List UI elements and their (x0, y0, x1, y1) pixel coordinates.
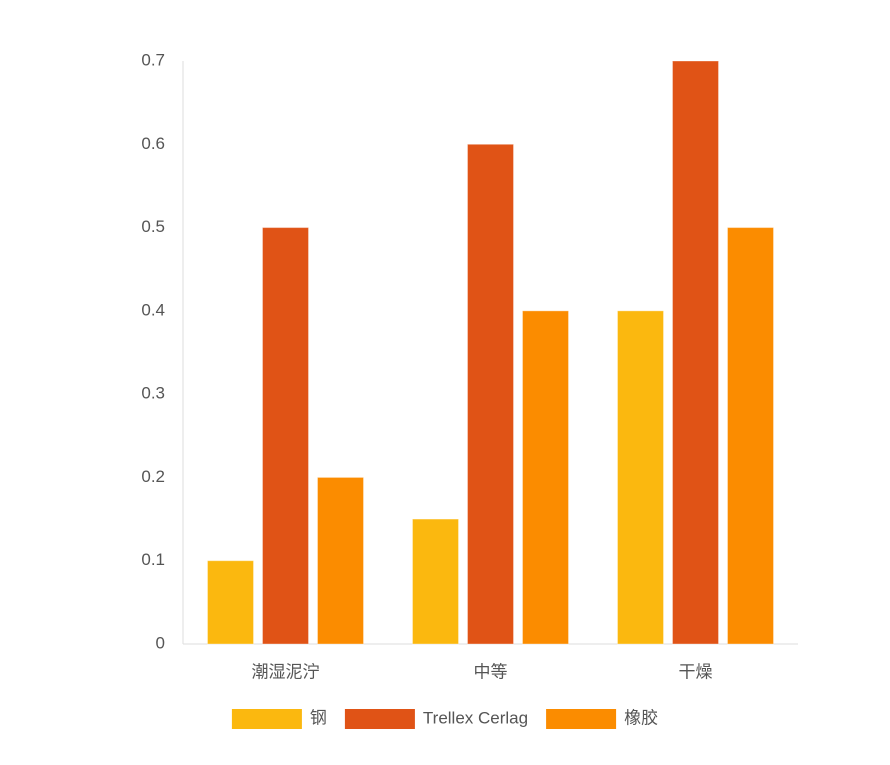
legend-label: 橡胶 (624, 708, 658, 727)
bar (467, 143, 514, 645)
bar (672, 60, 719, 645)
bar (207, 560, 254, 645)
bar (727, 227, 774, 645)
bar (317, 476, 364, 645)
legend-swatch (546, 709, 617, 729)
bar (522, 310, 569, 645)
y-tick-label: 0.6 (141, 134, 165, 153)
y-tick-label: 0.4 (141, 300, 165, 319)
y-tick-label: 0.3 (141, 384, 165, 403)
bar (617, 310, 664, 645)
x-tick-label: 干燥 (679, 662, 713, 681)
legend-swatch (231, 709, 302, 729)
y-tick-label: 0.5 (141, 217, 165, 236)
x-tick-label: 中等 (474, 662, 508, 681)
y-tick-label: 0.2 (141, 467, 165, 486)
bar (412, 518, 459, 645)
x-tick-label: 潮湿泥泞 (252, 662, 320, 681)
legend-label: Trellex Cerlag (423, 708, 528, 727)
y-tick-label: 0 (156, 633, 165, 652)
bar (262, 227, 309, 645)
legend-swatch (344, 709, 415, 729)
legend-label: 钢 (310, 708, 327, 727)
y-tick-label: 0.1 (141, 550, 165, 569)
y-tick-label: 0.7 (141, 50, 165, 69)
